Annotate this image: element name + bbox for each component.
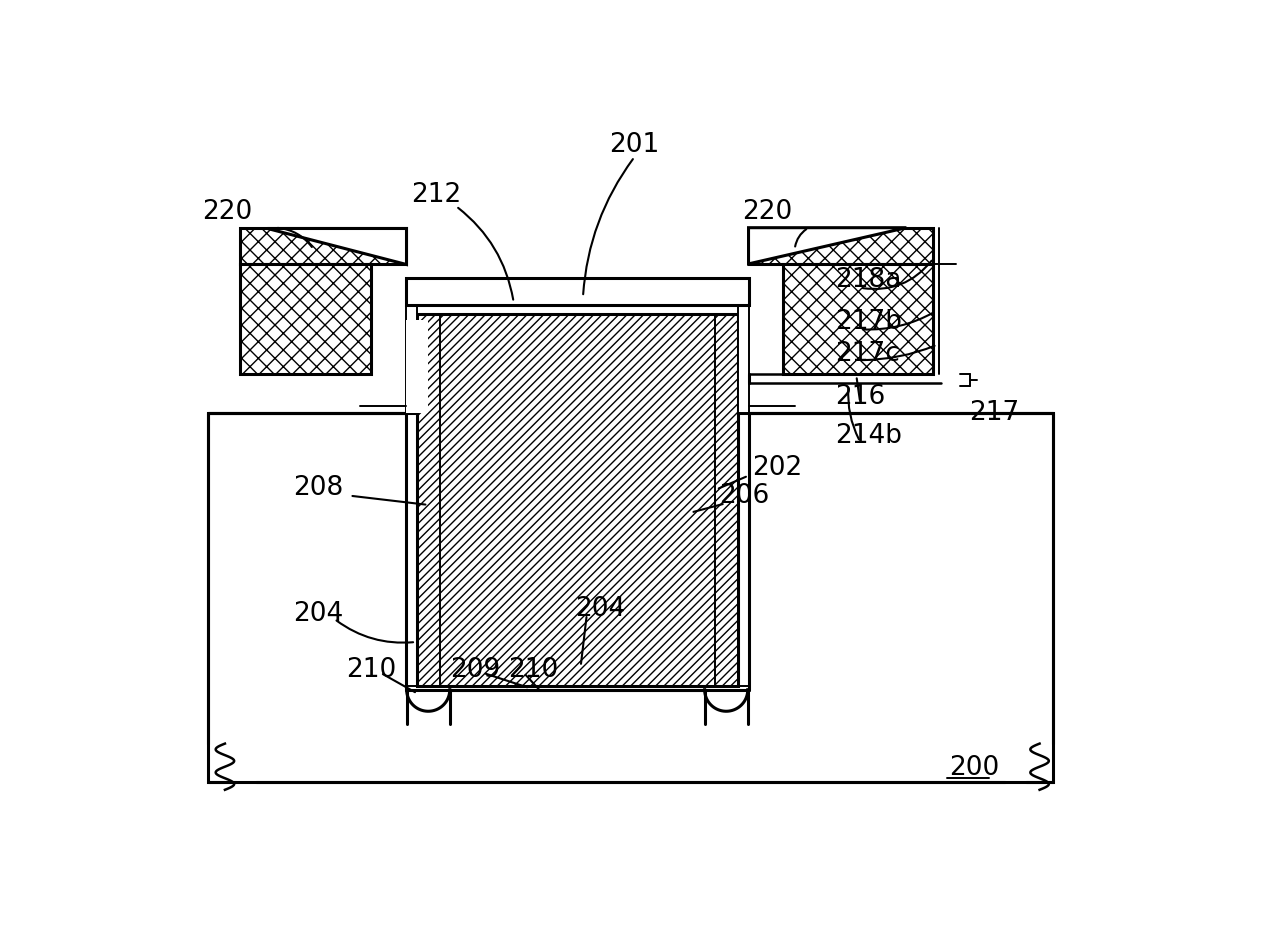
Text: 220: 220 <box>743 199 793 225</box>
Text: 216: 216 <box>835 384 885 410</box>
Bar <box>241 264 371 374</box>
Text: 200: 200 <box>949 755 999 782</box>
Text: 220: 220 <box>202 199 252 225</box>
Text: 210: 210 <box>509 656 559 683</box>
Text: 201: 201 <box>610 132 660 157</box>
Bar <box>783 264 934 374</box>
Bar <box>241 228 406 264</box>
Text: 206: 206 <box>719 482 770 509</box>
Text: 217c: 217c <box>835 341 899 367</box>
Text: 208: 208 <box>292 475 343 501</box>
Bar <box>748 228 934 264</box>
Text: 209: 209 <box>450 656 500 683</box>
Polygon shape <box>268 228 406 264</box>
Bar <box>416 314 738 686</box>
Bar <box>406 305 416 412</box>
Text: 204: 204 <box>575 596 625 622</box>
Text: 217b: 217b <box>835 309 902 335</box>
Bar <box>208 412 1053 782</box>
Polygon shape <box>748 228 907 264</box>
Text: 210: 210 <box>347 656 397 683</box>
Text: 214b: 214b <box>835 423 902 449</box>
Text: 217: 217 <box>968 399 1018 425</box>
Bar <box>738 305 748 412</box>
Text: 218a: 218a <box>835 267 901 293</box>
Bar <box>406 320 428 412</box>
Text: 202: 202 <box>752 455 803 481</box>
Text: 212: 212 <box>411 182 461 209</box>
Text: 204: 204 <box>292 601 343 627</box>
Bar <box>406 278 748 305</box>
